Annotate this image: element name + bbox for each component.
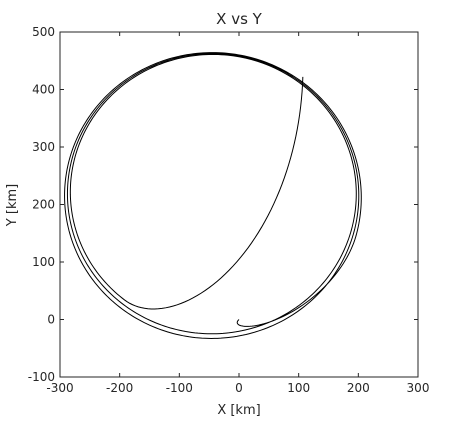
y-tick-label: 300 xyxy=(32,140,55,154)
tick-labels: -300 -200 -100 0 100 200 300 -100 0 100 200 300 400 5… xyxy=(28,25,430,395)
trajectory-line xyxy=(64,52,362,339)
y-tick-label: 200 xyxy=(32,198,55,212)
chart-title: X vs Y xyxy=(216,10,263,28)
x-tick-label: 0 xyxy=(235,381,243,395)
x-axis-label: X [km] xyxy=(217,403,260,418)
y-tick-label: 500 xyxy=(32,25,55,39)
x-tick-label: 100 xyxy=(287,381,310,395)
x-tick-label: -300 xyxy=(46,381,73,395)
y-axis-label: Y [km] xyxy=(5,184,20,227)
x-tick-label: -200 xyxy=(106,381,133,395)
x-tick-label: -100 xyxy=(166,381,193,395)
x-tick-label: 300 xyxy=(407,381,430,395)
x-tick-label: 200 xyxy=(347,381,370,395)
y-tick-label: 100 xyxy=(32,255,55,269)
y-tick-label: 400 xyxy=(32,83,55,97)
y-tick-label: -100 xyxy=(28,370,55,384)
axes-box xyxy=(59,31,419,378)
y-tick-label: 0 xyxy=(47,313,55,327)
